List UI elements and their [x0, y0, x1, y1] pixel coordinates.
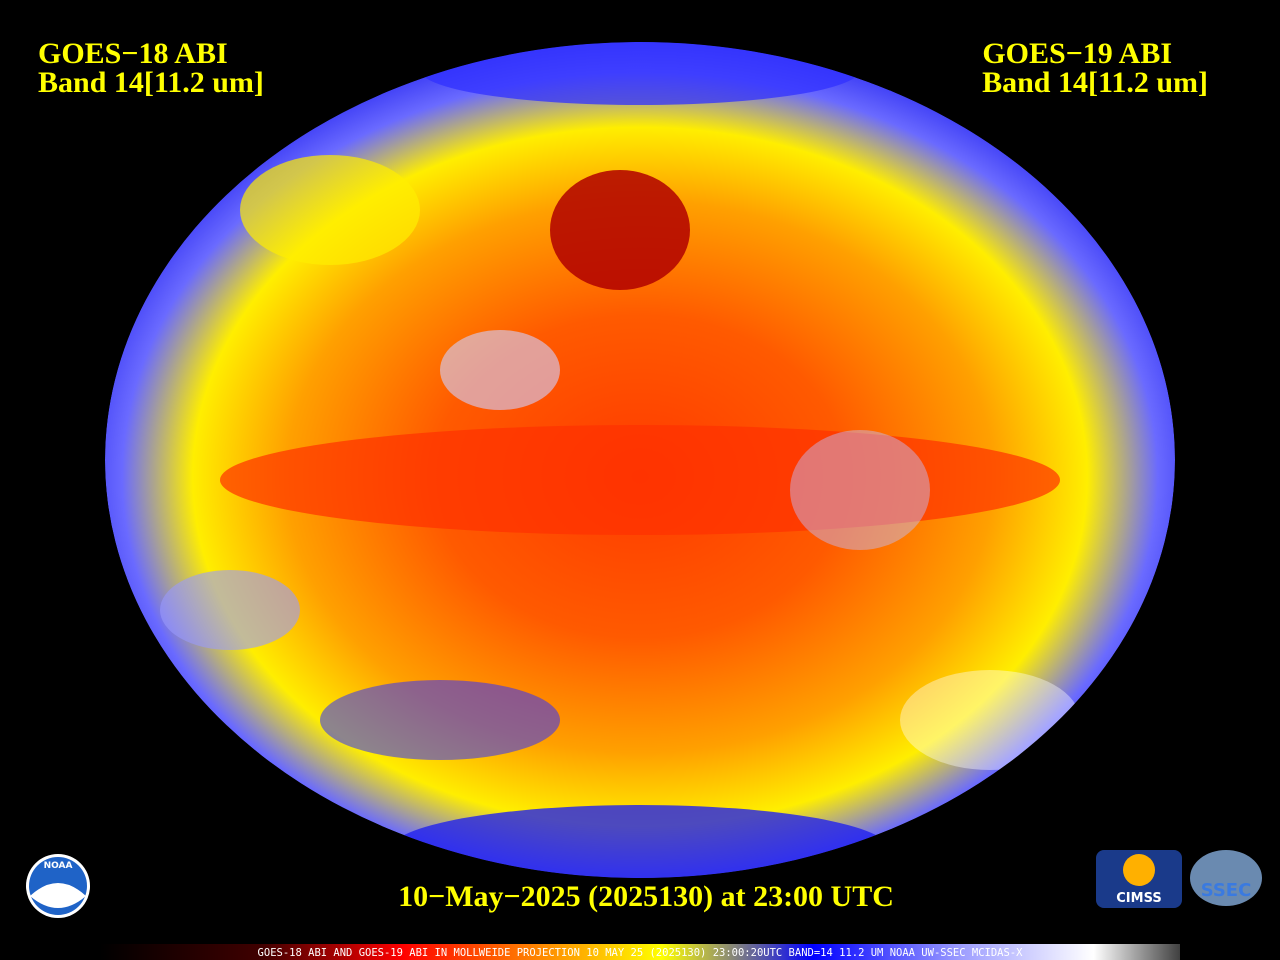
timestamp: 10−May−2025 (2025130) at 23:00 UTC: [398, 880, 894, 913]
ssec-text: SSEC: [1201, 880, 1252, 901]
noaa-text: NOAA: [44, 861, 73, 871]
cimss-logo: CIMSS: [1096, 850, 1182, 908]
right-title: GOES−19 ABI: [982, 37, 1172, 70]
color-bar: [100, 944, 1180, 960]
globe: [105, 42, 1175, 878]
footer-caption: GOES-18 ABI AND GOES-19 ABI IN MOLLWEIDE…: [258, 947, 1024, 959]
cimss-text: CIMSS: [1116, 891, 1161, 906]
noaa-logo: NOAA: [26, 854, 90, 918]
right-band: Band 14[11.2 um]: [982, 66, 1208, 99]
ssec-logo: SSEC: [1190, 850, 1262, 906]
left-title: GOES−18 ABI: [38, 37, 228, 70]
left-band: Band 14[11.2 um]: [38, 66, 264, 99]
